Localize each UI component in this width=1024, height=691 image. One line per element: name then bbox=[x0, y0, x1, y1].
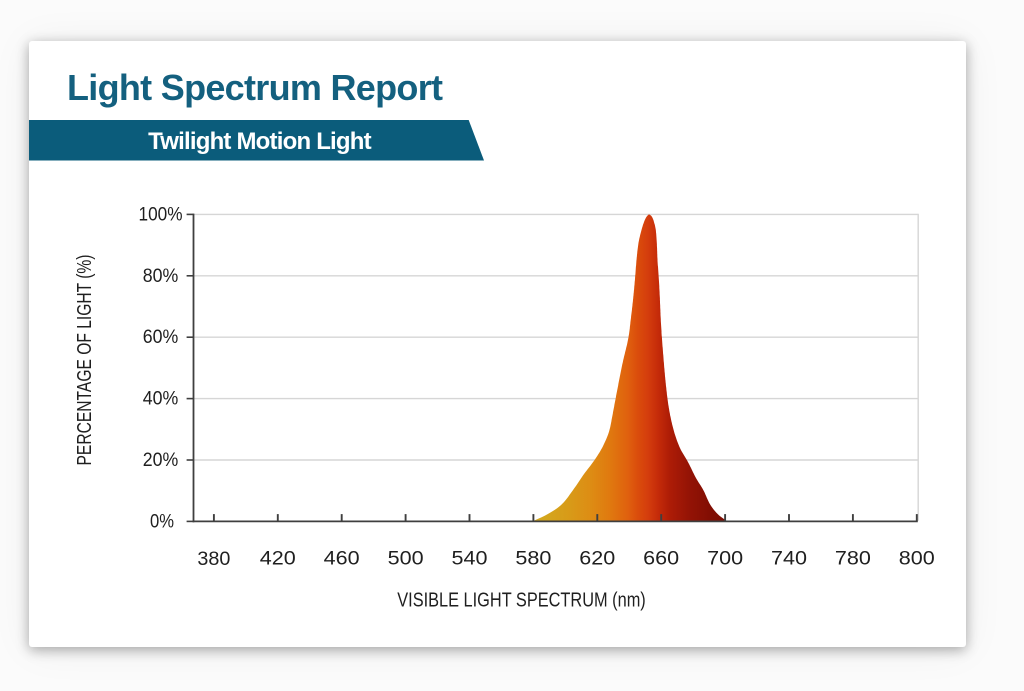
svg-text:540: 540 bbox=[452, 548, 488, 570]
svg-text:VISIBLE LIGHT SPECTRUM (nm): VISIBLE LIGHT SPECTRUM (nm) bbox=[397, 590, 646, 612]
svg-text:420: 420 bbox=[260, 548, 296, 570]
svg-text:60%: 60% bbox=[143, 327, 179, 348]
svg-text:740: 740 bbox=[771, 548, 807, 570]
svg-text:PERCENTAGE OF LIGHT (%): PERCENTAGE OF LIGHT (%) bbox=[74, 255, 96, 466]
svg-text:660: 660 bbox=[643, 548, 679, 570]
svg-text:0%: 0% bbox=[150, 511, 174, 532]
svg-text:580: 580 bbox=[515, 548, 551, 570]
svg-text:100%: 100% bbox=[139, 204, 183, 225]
svg-text:80%: 80% bbox=[143, 266, 179, 287]
svg-text:800: 800 bbox=[899, 548, 935, 570]
svg-text:40%: 40% bbox=[143, 389, 179, 410]
svg-text:460: 460 bbox=[324, 548, 360, 570]
svg-text:380: 380 bbox=[197, 548, 230, 570]
svg-text:620: 620 bbox=[579, 548, 615, 570]
svg-text:500: 500 bbox=[388, 548, 424, 570]
svg-text:700: 700 bbox=[707, 548, 743, 570]
svg-text:20%: 20% bbox=[143, 450, 179, 471]
svg-text:780: 780 bbox=[835, 548, 871, 570]
